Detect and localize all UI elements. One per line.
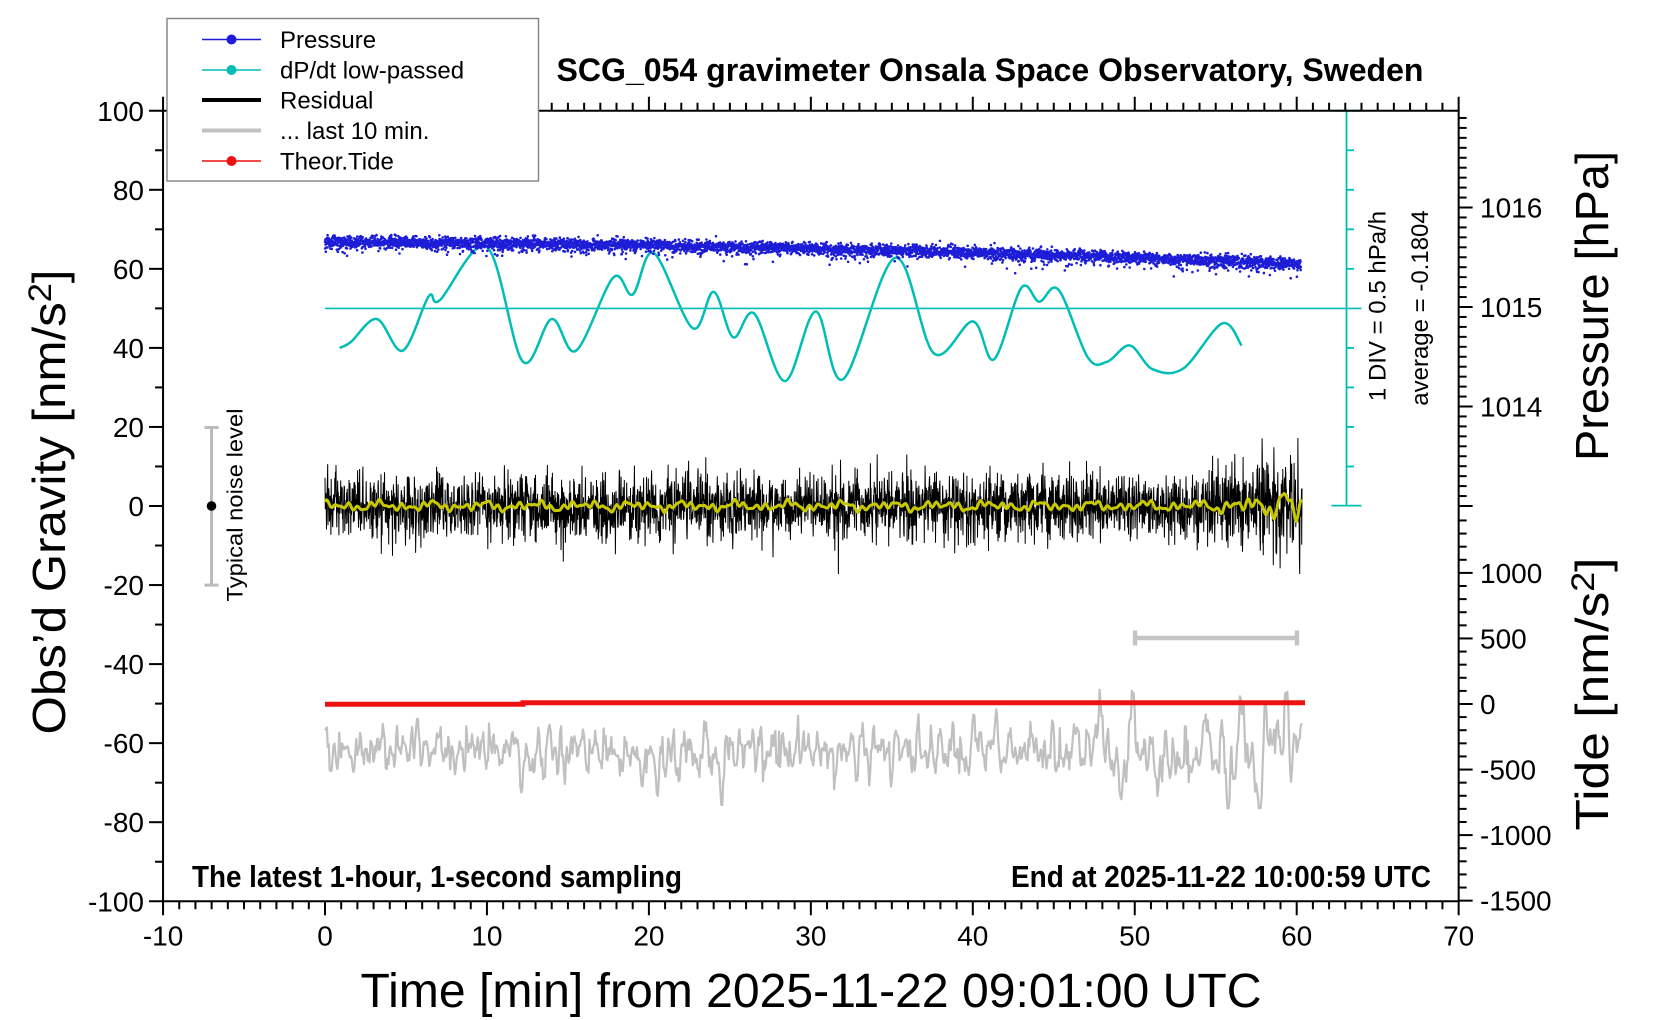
svg-text:1015: 1015 — [1480, 292, 1542, 323]
svg-text:20: 20 — [633, 921, 664, 952]
svg-text:Pressure [hPa]: Pressure [hPa] — [1566, 151, 1618, 461]
svg-text:-60: -60 — [104, 728, 144, 759]
svg-text:1016: 1016 — [1480, 193, 1542, 224]
svg-text:The latest 1-hour, 1-second sa: The latest 1-hour, 1-second sampling — [192, 859, 682, 894]
svg-text:1 DIV = 0.5 hPa/h: 1 DIV = 0.5 hPa/h — [1365, 211, 1392, 401]
svg-text:500: 500 — [1480, 623, 1527, 654]
svg-text:80: 80 — [113, 175, 144, 206]
svg-text:60: 60 — [113, 254, 144, 285]
svg-text:-100: -100 — [88, 886, 144, 917]
svg-text:-500: -500 — [1480, 755, 1536, 786]
svg-text:60: 60 — [1281, 921, 1312, 952]
svg-text:30: 30 — [795, 921, 826, 952]
svg-text:0: 0 — [317, 921, 333, 952]
svg-text:-1000: -1000 — [1480, 820, 1552, 851]
svg-text:Residual: Residual — [280, 88, 373, 115]
svg-text:Typical noise level: Typical noise level — [223, 409, 248, 602]
svg-text:-80: -80 — [104, 807, 144, 838]
svg-text:Tide [nm/s2]: Tide [nm/s2] — [1565, 558, 1618, 831]
svg-text:-20: -20 — [104, 570, 144, 601]
svg-text:10: 10 — [471, 921, 502, 952]
svg-text:average = -0.1804: average = -0.1804 — [1407, 210, 1434, 405]
svg-text:40: 40 — [113, 333, 144, 364]
svg-text:SCG_054 gravimeter Onsala Spac: SCG_054 gravimeter Onsala Space Observat… — [557, 52, 1424, 88]
svg-text:-40: -40 — [104, 649, 144, 680]
svg-text:70: 70 — [1443, 921, 1474, 952]
svg-text:50: 50 — [1119, 921, 1150, 952]
svg-text:1014: 1014 — [1480, 392, 1542, 423]
svg-text:0: 0 — [1480, 689, 1496, 720]
svg-text:dP/dt low-passed: dP/dt low-passed — [280, 58, 464, 85]
svg-text:... last 10 min.: ... last 10 min. — [280, 118, 429, 145]
svg-text:Obs’d Gravity [nm/s2]: Obs’d Gravity [nm/s2] — [22, 270, 75, 735]
svg-text:40: 40 — [957, 921, 988, 952]
svg-text:Pressure: Pressure — [280, 27, 376, 54]
svg-text:Time [min] from 2025-11-22 09:: Time [min] from 2025-11-22 09:01:00 UTC — [361, 965, 1262, 1018]
svg-text:1000: 1000 — [1480, 558, 1542, 589]
svg-text:-10: -10 — [143, 921, 183, 952]
svg-text:0: 0 — [128, 491, 144, 522]
svg-text:20: 20 — [113, 412, 144, 443]
svg-text:100: 100 — [97, 96, 144, 127]
svg-text:End at 2025-11-22 10:00:59 UTC: End at 2025-11-22 10:00:59 UTC — [1011, 859, 1431, 894]
svg-text:Theor.Tide: Theor.Tide — [280, 149, 394, 176]
svg-text:-1500: -1500 — [1480, 886, 1552, 917]
